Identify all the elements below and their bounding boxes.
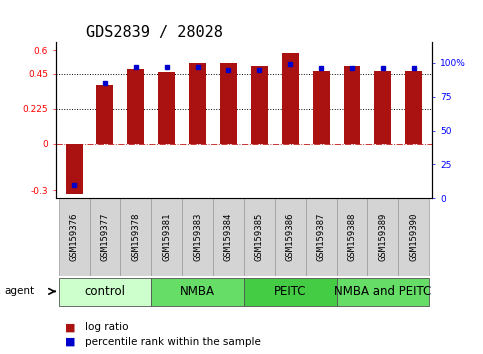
Bar: [58, 198, 89, 276]
Bar: [337, 198, 368, 276]
Bar: [313, 70, 329, 144]
Bar: [58, 278, 151, 306]
Bar: [66, 144, 83, 194]
Text: GSM159386: GSM159386: [286, 213, 295, 261]
Text: NMBA: NMBA: [180, 285, 215, 298]
Text: GSM159378: GSM159378: [131, 213, 141, 261]
Bar: [89, 198, 120, 276]
Text: percentile rank within the sample: percentile rank within the sample: [85, 337, 260, 347]
Bar: [398, 198, 429, 276]
Bar: [251, 66, 268, 144]
Text: log ratio: log ratio: [85, 322, 128, 332]
Text: PEITC: PEITC: [274, 285, 307, 298]
Text: GSM159377: GSM159377: [100, 213, 110, 261]
Text: GSM159383: GSM159383: [193, 213, 202, 261]
Text: GSM159385: GSM159385: [255, 213, 264, 261]
Bar: [120, 198, 151, 276]
Text: GSM159381: GSM159381: [162, 213, 171, 261]
Bar: [213, 198, 244, 276]
Bar: [220, 63, 237, 144]
Text: GSM159390: GSM159390: [409, 213, 418, 261]
Text: GSM159384: GSM159384: [224, 213, 233, 261]
Bar: [368, 198, 398, 276]
Text: ■: ■: [65, 322, 76, 332]
Bar: [306, 198, 337, 276]
Bar: [128, 69, 144, 144]
Text: GSM159376: GSM159376: [70, 213, 79, 261]
Bar: [275, 198, 306, 276]
Bar: [282, 53, 298, 144]
Bar: [337, 278, 429, 306]
Text: control: control: [85, 285, 126, 298]
Bar: [151, 278, 244, 306]
Bar: [158, 72, 175, 144]
Bar: [244, 198, 275, 276]
Text: GSM159388: GSM159388: [347, 213, 356, 261]
Text: GSM159389: GSM159389: [378, 213, 387, 261]
Text: GDS2839 / 28028: GDS2839 / 28028: [85, 25, 223, 40]
Bar: [189, 63, 206, 144]
Bar: [405, 70, 422, 144]
Text: GSM159387: GSM159387: [317, 213, 326, 261]
Text: agent: agent: [5, 286, 35, 296]
Bar: [343, 66, 360, 144]
Bar: [374, 70, 391, 144]
Bar: [151, 198, 182, 276]
Text: ■: ■: [65, 337, 76, 347]
Bar: [97, 85, 114, 144]
Bar: [182, 198, 213, 276]
Bar: [244, 278, 337, 306]
Text: NMBA and PEITC: NMBA and PEITC: [334, 285, 431, 298]
